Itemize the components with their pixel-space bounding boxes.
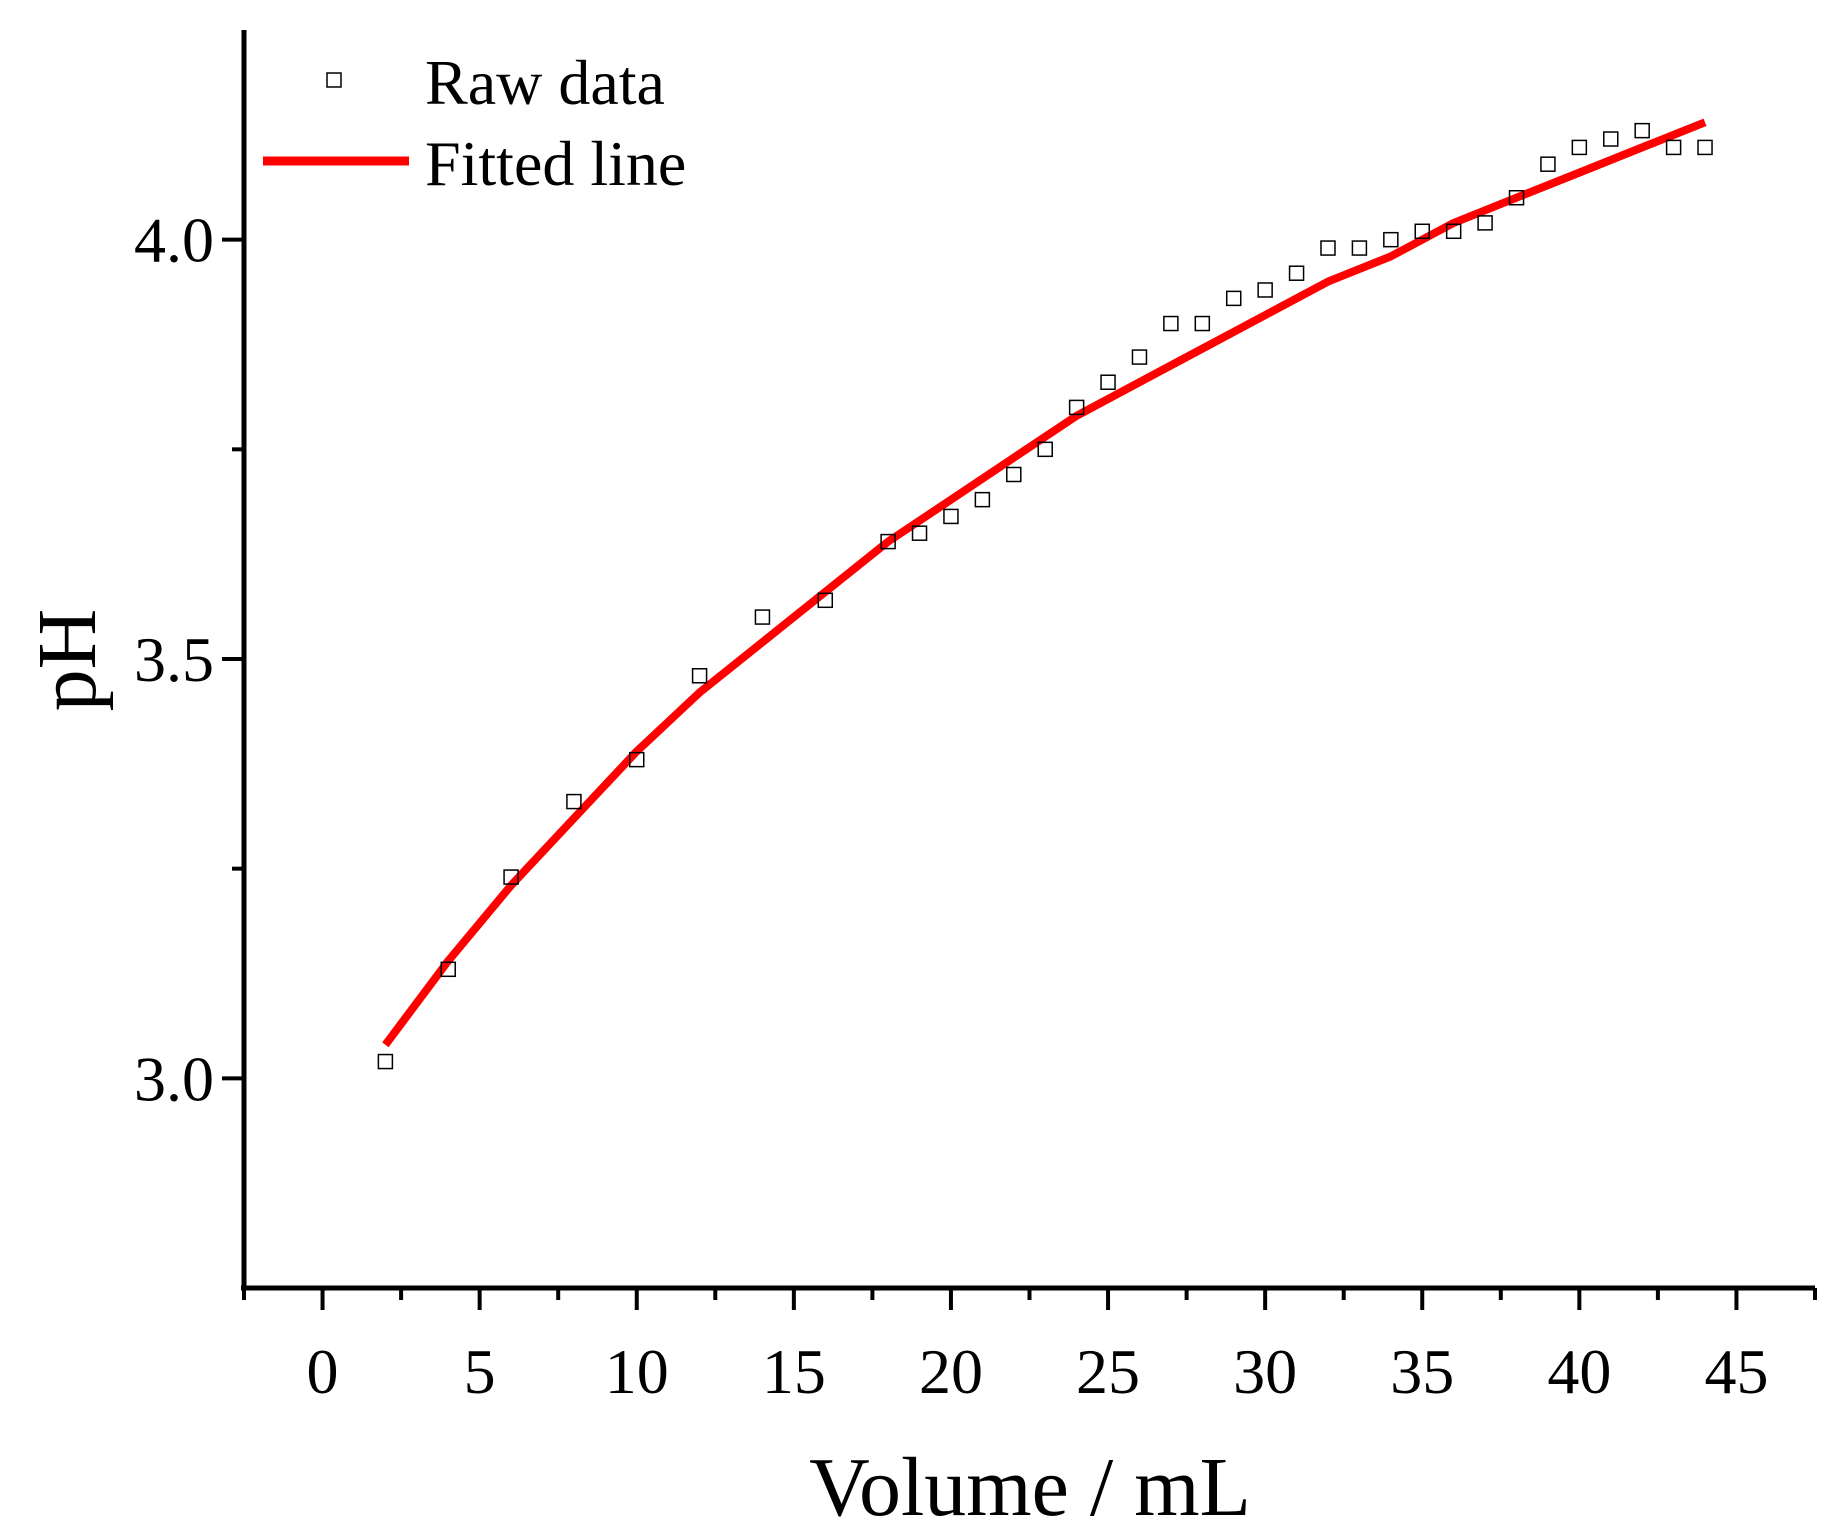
x-axis-title: Volume / mL [809,1441,1251,1531]
raw-data-point [1131,349,1148,365]
x-tick-label: 40 [1547,1336,1611,1407]
raw-data-point [1225,290,1242,307]
x-tick-label: 0 [307,1336,339,1407]
x-tick-label: 15 [762,1336,826,1407]
legend-label-raw-data: Raw data [425,47,665,118]
raw-data-point [1383,231,1399,248]
raw-data-point [1163,315,1179,332]
tick-labels: 0 5 10 15 20 25 30 35 40 45 3.0 3.5 4.0 [134,205,1768,1407]
raw-data-point [974,491,991,508]
raw-data-point [1194,315,1211,332]
raw-data-point [754,609,771,625]
raw-data-point [503,869,519,885]
y-tick-label: 3.0 [134,1043,214,1114]
raw-data-point [1697,139,1713,156]
raw-data-point [1288,265,1305,281]
raw-data-point [911,525,928,541]
legend: Raw data Fitted line [263,47,686,199]
x-tick-label: 25 [1076,1336,1140,1407]
raw-data-point [1540,156,1556,172]
raw-data-point [1634,122,1650,139]
plot-area [377,118,1713,1070]
fitted-line [382,118,1707,1048]
raw-data-point [1414,223,1430,240]
raw-data-point [817,592,834,609]
raw-data-point [377,1053,394,1070]
x-tick-label: 45 [1704,1336,1768,1407]
axes [241,30,1815,1291]
raw-data-point [1037,441,1053,458]
raw-data-point [1006,466,1022,483]
x-tick-label: 30 [1233,1336,1297,1407]
raw-data-point [943,508,959,525]
raw-data-point [691,668,708,684]
raw-data-point [1351,240,1368,256]
x-tick-label: 35 [1390,1336,1454,1407]
y-tick-label: 4.0 [134,205,214,276]
raw-data-point [880,533,896,550]
raw-data-point [1665,139,1682,156]
raw-data-point [1257,282,1273,298]
raw-data-point [1477,215,1493,231]
raw-data-point [566,793,582,810]
raw-data-point [1320,240,1336,256]
raw-data-point [1068,399,1085,416]
legend-marker-raw-data [326,72,342,88]
raw-data-point [1100,374,1116,390]
legend-label-fitted-line: Fitted line [425,128,686,199]
y-axis-title: pH [21,609,114,712]
raw-data-point [1571,139,1588,156]
raw-data-point [440,961,456,978]
x-tick-label: 10 [605,1336,669,1407]
raw-data-point [1445,223,1462,240]
ticks [222,237,1817,1310]
x-tick-label: 5 [464,1336,496,1407]
y-tick-label: 3.5 [134,624,214,695]
raw-data-point [1508,189,1525,206]
raw-data-point [629,751,645,768]
raw-data-point [1603,131,1619,147]
x-tick-label: 20 [919,1336,983,1407]
